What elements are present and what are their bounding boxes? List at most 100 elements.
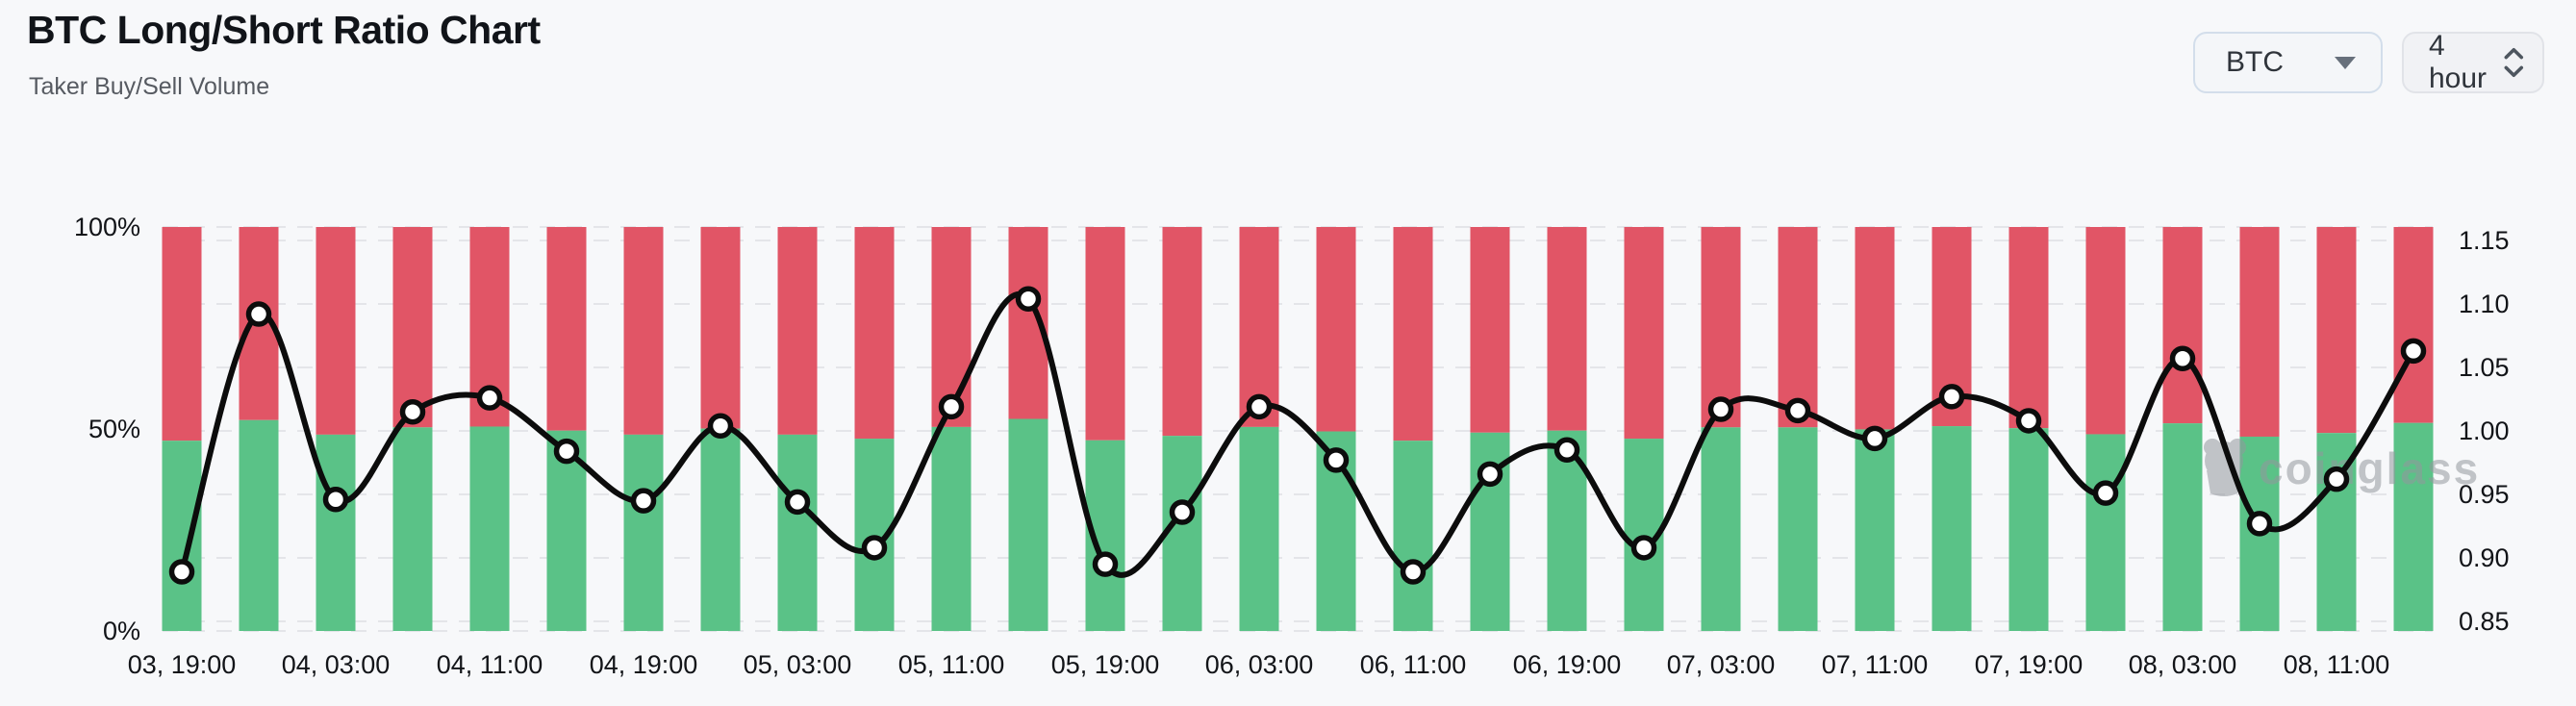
right-axis-tick-label: 0.95 [2459, 480, 2510, 509]
buy-bar-segment[interactable] [1393, 441, 1433, 631]
buy-bar-segment[interactable] [777, 434, 818, 631]
up-down-chevrons-icon [2504, 47, 2524, 78]
ratio-data-point[interactable] [1323, 447, 1350, 473]
sell-bar-segment[interactable] [2316, 227, 2357, 434]
ratio-data-point[interactable] [1784, 397, 1811, 424]
sell-bar-segment[interactable] [700, 227, 741, 429]
buy-bar-segment[interactable] [469, 426, 510, 631]
ratio-data-point[interactable] [1169, 499, 1196, 525]
sell-bar-segment[interactable] [2085, 227, 2126, 435]
ratio-data-point[interactable] [2400, 338, 2427, 365]
ratio-data-point[interactable] [630, 488, 657, 514]
buy-bar-segment[interactable] [1932, 426, 1972, 631]
buy-bar-segment[interactable] [239, 419, 279, 631]
buy-bar-segment[interactable] [316, 434, 356, 631]
coin-select-value: BTC [2226, 46, 2284, 78]
x-axis-tick-label: 03, 19:00 [128, 650, 237, 679]
buy-bar-segment[interactable] [1701, 427, 1741, 631]
ratio-data-point[interactable] [1477, 461, 1503, 488]
interval-select-dropdown[interactable]: 4 hour [2402, 30, 2544, 94]
ratio-data-point[interactable] [707, 413, 734, 439]
ratio-data-point[interactable] [1938, 384, 1965, 410]
ratio-data-point[interactable] [1553, 437, 1580, 464]
sell-bar-segment[interactable] [1085, 227, 1125, 441]
sell-bar-segment[interactable] [623, 227, 664, 435]
ratio-data-point[interactable] [1707, 396, 1734, 422]
x-axis-tick-label: 06, 11:00 [1360, 650, 1467, 679]
ratio-data-point[interactable] [322, 487, 349, 513]
x-axis-tick-label: 04, 11:00 [437, 650, 543, 679]
buy-bar-segment[interactable] [700, 428, 741, 631]
ratio-data-point[interactable] [1092, 551, 1119, 577]
buy-bar-segment[interactable] [2393, 422, 2434, 631]
ratio-data-point[interactable] [938, 393, 965, 420]
sell-bar-segment[interactable] [1470, 227, 1510, 433]
ratio-data-point[interactable] [861, 535, 888, 561]
ratio-data-point[interactable] [399, 398, 426, 425]
sell-bar-segment[interactable] [2393, 227, 2434, 423]
sell-bar-segment[interactable] [316, 227, 356, 435]
ratio-data-point[interactable] [1630, 535, 1657, 561]
x-axis-tick-label: 08, 11:00 [2284, 650, 2390, 679]
ratio-data-point[interactable] [1861, 425, 1888, 452]
right-axis-tick-label: 1.10 [2459, 290, 2510, 318]
buy-bar-segment[interactable] [623, 434, 664, 631]
left-axis-tick-label: 0% [103, 617, 140, 645]
ratio-data-point[interactable] [1015, 286, 1042, 312]
sell-bar-segment[interactable] [2239, 227, 2280, 437]
sell-bar-segment[interactable] [162, 227, 202, 441]
coin-select-dropdown[interactable]: BTC [2193, 32, 2383, 93]
sell-bar-segment[interactable] [1624, 227, 1664, 440]
sell-bar-segment[interactable] [777, 227, 818, 435]
ratio-data-point[interactable] [2323, 466, 2350, 492]
sell-bar-segment[interactable] [1547, 227, 1587, 431]
buy-bar-segment[interactable] [931, 426, 972, 631]
ratio-data-point[interactable] [168, 559, 195, 585]
sell-bar-segment[interactable] [1855, 227, 1895, 430]
buy-bar-segment[interactable] [2162, 423, 2203, 631]
sell-bar-segment[interactable] [2008, 227, 2049, 429]
right-axis-tick-label: 0.90 [2459, 543, 2510, 572]
x-axis-tick-label: 08, 03:00 [2129, 650, 2237, 679]
sell-bar-segment[interactable] [546, 227, 587, 431]
sell-bar-segment[interactable] [1239, 227, 1279, 427]
buy-bar-segment[interactable] [1855, 429, 1895, 631]
sell-bar-segment[interactable] [854, 227, 895, 440]
ratio-data-point[interactable] [2246, 511, 2273, 537]
buy-bar-segment[interactable] [1239, 426, 1279, 631]
x-axis-tick-label: 05, 11:00 [898, 650, 1005, 679]
sell-bar-segment[interactable] [931, 227, 972, 427]
buy-bar-segment[interactable] [162, 441, 202, 631]
buy-bar-segment[interactable] [2085, 434, 2126, 631]
ratio-data-point[interactable] [2169, 345, 2196, 372]
ratio-data-point[interactable] [476, 385, 503, 411]
right-axis-tick-label: 0.85 [2459, 607, 2510, 636]
right-axis-tick-label: 1.00 [2459, 416, 2510, 445]
ratio-data-point[interactable] [784, 489, 811, 516]
sell-bar-segment[interactable] [1162, 227, 1202, 437]
ratio-data-point[interactable] [2092, 480, 2119, 506]
right-axis-tick-label: 1.15 [2459, 226, 2510, 255]
caret-down-icon [2335, 56, 2356, 69]
sell-bar-segment[interactable] [1778, 227, 1818, 428]
page-title: BTC Long/Short Ratio Chart [27, 8, 541, 52]
buy-bar-segment[interactable] [1008, 418, 1048, 632]
sell-bar-segment[interactable] [2162, 227, 2203, 424]
x-axis-tick-label: 06, 19:00 [1513, 650, 1622, 679]
ratio-data-point[interactable] [1246, 393, 1273, 420]
bars-layer [162, 227, 2434, 632]
chart-controls: BTC 4 hour [2193, 30, 2544, 94]
buy-bar-segment[interactable] [1778, 427, 1818, 631]
ratio-data-point[interactable] [245, 301, 272, 327]
buy-bar-segment[interactable] [392, 427, 433, 631]
ratio-data-point[interactable] [1400, 559, 1427, 585]
ratio-data-point[interactable] [553, 438, 580, 465]
sell-bar-segment[interactable] [1393, 227, 1433, 441]
buy-bar-segment[interactable] [1162, 436, 1202, 631]
sell-bar-segment[interactable] [1316, 227, 1356, 432]
sell-bar-segment[interactable] [392, 227, 433, 428]
buy-bar-segment[interactable] [2008, 428, 2049, 631]
sell-bar-segment[interactable] [1701, 227, 1741, 428]
ratio-data-point[interactable] [2015, 408, 2042, 434]
